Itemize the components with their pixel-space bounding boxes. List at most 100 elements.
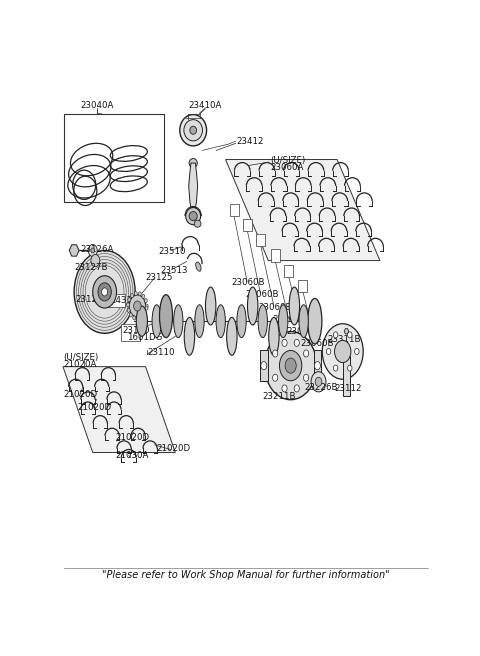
- Bar: [299, 279, 307, 292]
- Circle shape: [144, 298, 147, 302]
- Circle shape: [294, 339, 300, 346]
- Ellipse shape: [308, 298, 322, 344]
- Bar: [314, 350, 321, 380]
- Circle shape: [128, 298, 131, 302]
- Text: 23124B: 23124B: [75, 295, 108, 304]
- Text: 23513: 23513: [160, 266, 188, 275]
- Circle shape: [91, 248, 95, 253]
- Text: 21020D: 21020D: [64, 390, 98, 400]
- Circle shape: [273, 350, 278, 357]
- Circle shape: [133, 301, 141, 311]
- Ellipse shape: [184, 318, 195, 356]
- Circle shape: [294, 385, 300, 392]
- Ellipse shape: [190, 126, 196, 134]
- Text: 1431CA: 1431CA: [110, 297, 144, 306]
- Circle shape: [129, 295, 145, 317]
- Ellipse shape: [136, 306, 147, 337]
- Text: 23060B: 23060B: [300, 339, 334, 348]
- Circle shape: [91, 255, 100, 266]
- Text: 23412: 23412: [237, 137, 264, 146]
- Ellipse shape: [237, 305, 246, 338]
- Text: (U/SIZE): (U/SIZE): [64, 353, 99, 362]
- Bar: [64, 114, 164, 203]
- Ellipse shape: [186, 207, 201, 225]
- Circle shape: [98, 283, 111, 301]
- Text: 23311B: 23311B: [328, 335, 361, 344]
- Text: 23060B: 23060B: [273, 315, 306, 323]
- Circle shape: [129, 313, 132, 317]
- Circle shape: [131, 294, 133, 298]
- Circle shape: [282, 385, 287, 392]
- Circle shape: [348, 365, 352, 371]
- Text: "Please refer to Work Shop Manual for further information": "Please refer to Work Shop Manual for fu…: [102, 570, 390, 580]
- Circle shape: [134, 291, 137, 296]
- Circle shape: [326, 348, 331, 354]
- Circle shape: [334, 365, 338, 371]
- Text: 23226B: 23226B: [305, 383, 338, 392]
- Text: 1601DG: 1601DG: [127, 333, 162, 342]
- Circle shape: [335, 340, 351, 363]
- Circle shape: [314, 361, 321, 370]
- Circle shape: [88, 245, 97, 256]
- Text: 23060B: 23060B: [286, 327, 320, 336]
- Bar: [243, 219, 252, 232]
- Circle shape: [273, 374, 278, 381]
- Ellipse shape: [269, 318, 279, 356]
- Circle shape: [138, 292, 141, 296]
- Text: 21020D: 21020D: [77, 403, 112, 412]
- Bar: [343, 356, 350, 396]
- Circle shape: [282, 339, 287, 346]
- Circle shape: [303, 350, 309, 357]
- Text: 23125: 23125: [145, 274, 173, 282]
- Circle shape: [279, 350, 302, 380]
- Text: 21020D: 21020D: [115, 433, 149, 442]
- Bar: [284, 264, 293, 277]
- Ellipse shape: [189, 159, 197, 168]
- Text: 23060A: 23060A: [270, 163, 303, 172]
- Circle shape: [311, 372, 326, 392]
- Ellipse shape: [278, 305, 288, 338]
- Circle shape: [303, 374, 309, 381]
- Polygon shape: [189, 163, 198, 209]
- Circle shape: [132, 316, 136, 320]
- Text: 23060B: 23060B: [245, 291, 278, 299]
- Circle shape: [127, 303, 130, 307]
- Circle shape: [348, 332, 352, 338]
- Ellipse shape: [180, 115, 206, 146]
- Text: 23410A: 23410A: [188, 102, 222, 110]
- Bar: [271, 249, 280, 262]
- Circle shape: [141, 315, 144, 319]
- Ellipse shape: [205, 287, 216, 325]
- Circle shape: [102, 288, 108, 296]
- Ellipse shape: [264, 331, 317, 400]
- Ellipse shape: [258, 305, 267, 338]
- Text: 23211B: 23211B: [263, 392, 296, 401]
- Text: 23120: 23120: [122, 326, 150, 335]
- Polygon shape: [63, 367, 175, 453]
- Text: 23127B: 23127B: [74, 263, 108, 272]
- Ellipse shape: [189, 212, 197, 220]
- Ellipse shape: [194, 220, 201, 227]
- Text: 21020D: 21020D: [156, 444, 190, 453]
- Circle shape: [145, 304, 148, 308]
- Bar: [108, 295, 125, 307]
- Circle shape: [355, 348, 359, 354]
- Bar: [121, 323, 140, 341]
- Circle shape: [137, 317, 140, 321]
- Circle shape: [145, 306, 148, 310]
- Ellipse shape: [152, 305, 161, 338]
- Text: 23110: 23110: [147, 348, 175, 357]
- Ellipse shape: [184, 119, 203, 141]
- Text: 23060B: 23060B: [258, 302, 292, 312]
- Ellipse shape: [159, 295, 172, 338]
- Text: 21020A: 21020A: [64, 359, 97, 369]
- Bar: [229, 204, 239, 216]
- Circle shape: [142, 295, 145, 298]
- Ellipse shape: [289, 287, 300, 325]
- Text: 23510: 23510: [158, 247, 186, 256]
- Text: 23040A: 23040A: [81, 102, 114, 110]
- Ellipse shape: [299, 305, 308, 338]
- Ellipse shape: [196, 262, 201, 271]
- Polygon shape: [69, 245, 79, 256]
- Polygon shape: [344, 329, 348, 334]
